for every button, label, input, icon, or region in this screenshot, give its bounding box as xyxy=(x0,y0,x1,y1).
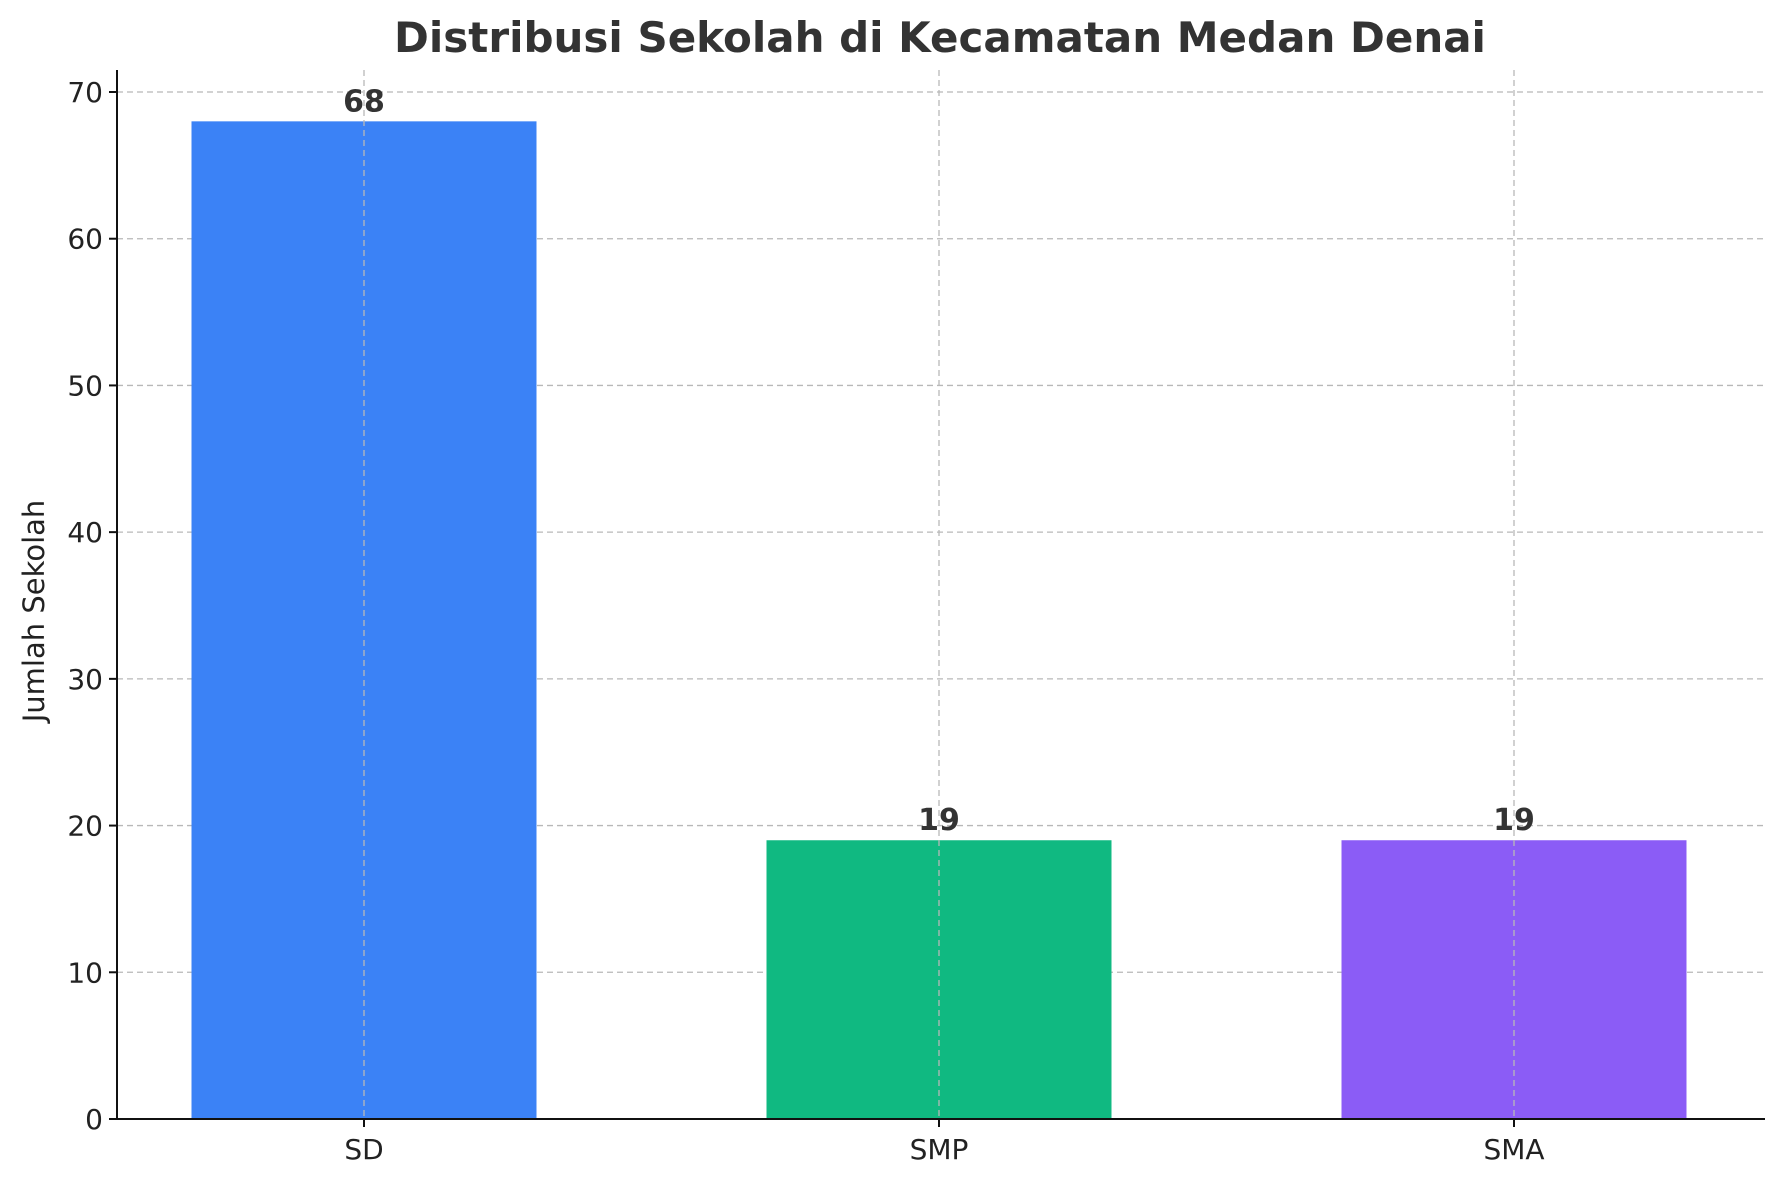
x-tick-label-sma: SMA xyxy=(1483,1133,1544,1166)
y-tick-label: 20 xyxy=(67,810,103,843)
y-tick-label: 10 xyxy=(67,956,103,989)
y-axis-label: Jumlah Sekolah xyxy=(17,500,51,725)
y-tick-label: 60 xyxy=(67,223,103,256)
x-tick-label-sd: SD xyxy=(344,1133,383,1166)
y-tick-label: 0 xyxy=(85,1103,103,1136)
y-tick-label: 70 xyxy=(67,76,103,109)
data-label-smp: 19 xyxy=(918,803,960,838)
chart-title: Distribusi Sekolah di Kecamatan Medan De… xyxy=(394,13,1486,62)
axes: 0 10 20 30 40 50 60 70 SD SMP SMA xyxy=(67,70,1765,1166)
y-tick-label: 30 xyxy=(67,663,103,696)
x-tick-label-smp: SMP xyxy=(910,1133,969,1166)
y-tick-label: 40 xyxy=(67,516,103,549)
y-tick-label: 50 xyxy=(67,369,103,402)
data-label-sma: 19 xyxy=(1493,803,1535,838)
data-label-sd: 68 xyxy=(343,84,385,119)
data-labels: 68 19 19 xyxy=(343,70,1535,1119)
